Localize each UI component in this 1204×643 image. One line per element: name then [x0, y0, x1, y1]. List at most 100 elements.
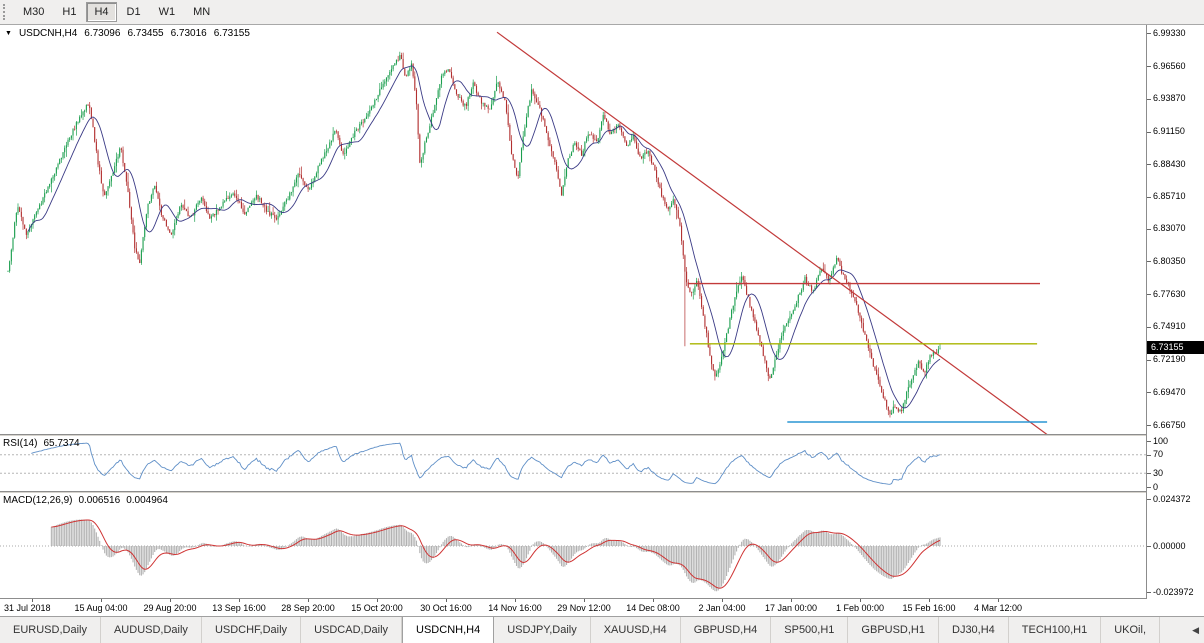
time-axis-label: 30 Oct 16:00: [420, 603, 472, 613]
price-axis-label: 6.91150: [1153, 126, 1185, 136]
chart-tab-xauusd-h4[interactable]: XAUUSD,H4: [591, 617, 681, 643]
price-axis-label: 6.83070: [1153, 223, 1186, 234]
time-axis-label: 15 Oct 20:00: [351, 603, 403, 613]
axis-tick: [1147, 473, 1151, 475]
tab-scroll-left-icon[interactable]: ◀: [1187, 617, 1204, 643]
axis-tick: [1147, 499, 1151, 500]
time-axis-tick: [32, 599, 33, 602]
rsi-label: RSI(14) 65.7374: [3, 438, 80, 449]
price-axis-label: 6.85710: [1153, 191, 1186, 202]
chart-tab-gbpusd-h1[interactable]: GBPUSD,H1: [848, 617, 939, 643]
macd-axis-label: -0.023972: [1153, 586, 1194, 597]
macd-histogram: [50, 519, 941, 592]
time-axis-label: 17 Jan 00:00: [764, 603, 818, 613]
main-chart-panel[interactable]: ▼ USDCNH,H4 6.73096 6.73455 6.73016 6.73…: [0, 25, 1146, 434]
current-price-tag: 6.73155: [1147, 341, 1204, 355]
chart-tab-gbpusd-h4[interactable]: GBPUSD,H4: [681, 617, 772, 643]
time-axis-tick: [929, 599, 930, 602]
time-axis-tick: [653, 599, 654, 602]
axis-tick: [1147, 425, 1151, 426]
time-axis-label: 15 Feb 16:00: [902, 603, 956, 613]
chart-symbol-period: USDCNH,H4: [18, 28, 78, 39]
price-axis-label: 6.72190: [1153, 354, 1186, 364]
rsi-panel[interactable]: RSI(14) 65.7374: [0, 437, 1146, 491]
chart-tab-eurusd-daily[interactable]: EURUSD,Daily: [0, 617, 101, 643]
time-axis-tick: [998, 599, 999, 602]
timeframe-button-h4[interactable]: H4: [86, 2, 117, 22]
rsi-name: RSI(14): [3, 438, 38, 449]
axis-tick: [1147, 392, 1151, 394]
rsi-value: 65.7374: [43, 438, 80, 449]
rsi-axis-label: 70: [1153, 449, 1164, 460]
chart-tab-usdcnh-h4[interactable]: USDCNH,H4: [402, 617, 495, 643]
price-axis-label: 6.99330: [1153, 27, 1186, 38]
axis-tick: [1147, 326, 1151, 328]
chart-header: ▼ USDCNH,H4 6.73096 6.73455 6.73016 6.73…: [5, 28, 250, 39]
price-axis-label: 6.88430: [1153, 158, 1186, 169]
chart-tab-dj30-h4[interactable]: DJ30,H4: [939, 617, 1009, 643]
macd-canvas[interactable]: [0, 494, 1146, 598]
timeframe-button-w1[interactable]: W1: [158, 6, 176, 18]
ma-line: [27, 65, 941, 409]
axis-tick: [1147, 454, 1151, 456]
timeframe-button-d1[interactable]: D1: [126, 6, 141, 18]
price-axis-label: 6.74910: [1153, 321, 1186, 332]
price-axis-label: 6.77630: [1153, 288, 1186, 299]
chart-tab-sp500-h1[interactable]: SP500,H1: [771, 617, 849, 643]
chart-tab-usdcad-daily[interactable]: USDCAD,Daily: [301, 617, 403, 643]
price-axis[interactable]: 6.73155 6.99330 6.96560 6.93870 6.91150 6.88…: [1146, 25, 1204, 599]
rsi-line: [31, 442, 941, 485]
time-axis[interactable]: 31 Jul 2018 15 Aug 04:00 29 Aug 20:00 13 Se…: [0, 599, 1204, 616]
axis-tick: [1147, 66, 1151, 68]
chart-tab-usdjpy-daily[interactable]: USDJPY,Daily: [494, 617, 591, 643]
axis-tick: [1147, 98, 1151, 100]
time-axis-label: 2 Jan 04:00: [698, 603, 746, 613]
rsi-axis-label: 30: [1153, 467, 1164, 478]
time-axis-tick: [170, 599, 171, 602]
panel-splitter[interactable]: [0, 491, 1204, 494]
chart-tab-audusd-daily[interactable]: AUDUSD,Daily: [101, 617, 202, 643]
panel-splitter[interactable]: [0, 434, 1204, 437]
ohlc-low: 6.73016: [170, 28, 207, 39]
ohlc-high: 6.73455: [127, 28, 164, 39]
timeframe-toolbar: M30 H1 H4 D1 W1 MN: [0, 0, 1204, 25]
chart-tab-ukoil[interactable]: UKOil,: [1101, 617, 1160, 643]
timeframe-buttons: M30 H1 H4 D1 W1 MN: [14, 2, 219, 22]
time-axis-tick: [722, 599, 723, 602]
ohlc-close: 6.73155: [213, 28, 250, 39]
timeframe-button-mn[interactable]: MN: [193, 6, 211, 18]
price-axis-label: 6.96560: [1153, 60, 1186, 71]
chart-context-icon[interactable]: ▼: [5, 29, 12, 37]
macd-panel[interactable]: MACD(12,26,9) 0.006516 0.004964: [0, 494, 1146, 598]
price-axis-label: 6.80350: [1153, 255, 1186, 266]
main-chart-canvas[interactable]: [0, 25, 1146, 434]
time-axis-tick: [515, 599, 516, 602]
timeframe-button-m30[interactable]: M30: [23, 6, 45, 18]
axis-tick: [1147, 441, 1151, 442]
time-axis-tick: [791, 599, 792, 602]
macd-name: MACD(12,26,9): [3, 495, 73, 506]
macd-axis-label: 0.024372: [1153, 493, 1191, 504]
time-axis-tick: [377, 599, 378, 602]
axis-tick: [1147, 164, 1151, 166]
price-axis-label: 6.69470: [1153, 386, 1186, 397]
chart-tab-bar: EURUSD,Daily AUDUSD,Daily USDCHF,Daily USDC…: [0, 616, 1204, 643]
time-axis-tick: [584, 599, 585, 602]
time-axis-tick: [860, 599, 861, 602]
time-axis-label: 1 Feb 00:00: [835, 603, 885, 613]
toolbar-grip[interactable]: [3, 4, 8, 20]
timeframe-button-h1[interactable]: H1: [62, 6, 77, 18]
rsi-axis-label: 0: [1153, 481, 1159, 492]
axis-tick: [1147, 487, 1151, 488]
time-axis-label: 28 Sep 20:00: [281, 603, 335, 613]
macd-value-signal: 0.004964: [126, 495, 168, 506]
rsi-canvas[interactable]: [0, 437, 1146, 491]
chart-tab-tech100-h1[interactable]: TECH100,H1: [1009, 617, 1102, 643]
axis-tick: [1147, 294, 1151, 296]
macd-value-main: 0.006516: [78, 495, 121, 506]
macd-axis-label: 0.00000: [1153, 540, 1186, 551]
price-axis-label: 6.93870: [1153, 93, 1186, 104]
chart-tab-usdchf-daily[interactable]: USDCHF,Daily: [202, 617, 302, 643]
macd-label: MACD(12,26,9) 0.006516 0.004964: [3, 495, 168, 506]
